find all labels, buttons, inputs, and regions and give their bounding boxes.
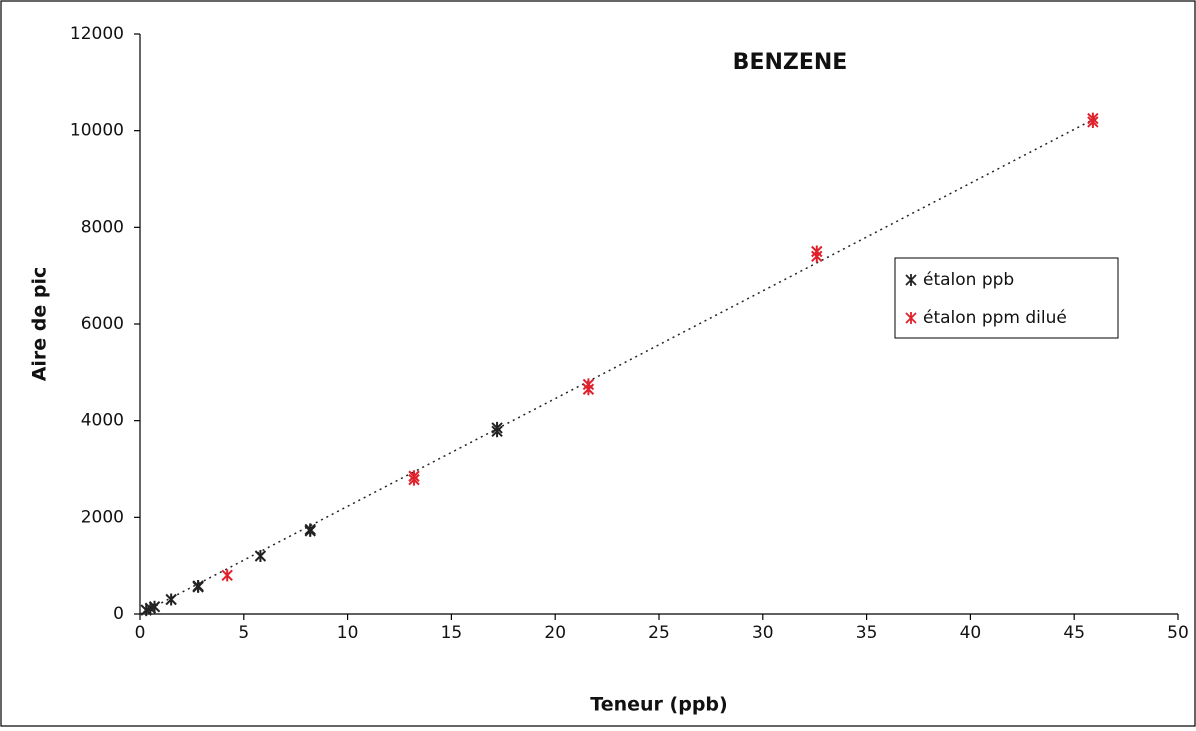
x-tick-label: 10 [337,623,359,643]
x-tick-label: 15 [441,623,463,643]
y-tick-label: 12000 [70,24,124,44]
y-tick-label: 4000 [81,411,124,431]
data-point [408,473,420,486]
legend-label: étalon ppb [923,270,1014,290]
y-tick-label: 6000 [81,314,124,334]
x-tick-label: 45 [1063,623,1085,643]
data-point [165,593,177,606]
data-point [1087,115,1099,128]
x-tick-label: 5 [238,623,249,643]
x-tick-label: 40 [960,623,982,643]
x-tick-label: 0 [135,623,146,643]
y-tick-label: 0 [113,604,124,624]
x-tick-label: 50 [1167,623,1189,643]
y-tick-label: 2000 [81,507,124,527]
data-point [148,600,161,613]
y-axis-label: Aire de pic [29,267,51,382]
data-point [304,524,316,537]
data-point [221,569,233,582]
data-point [811,250,823,263]
data-point [254,550,267,562]
legend-label: étalon ppm dilué [923,308,1067,328]
x-tick-label: 30 [752,623,774,643]
y-tick-label: 8000 [81,217,124,237]
y-tick-label: 10000 [70,121,124,141]
data-point [491,425,503,438]
data-point [192,580,204,593]
x-tick-label: 25 [648,623,670,643]
x-tick-label: 20 [544,623,566,643]
chart-title: BENZENE [733,50,848,75]
legend-box [894,257,1119,339]
x-axis-label: Teneur (ppb) [590,694,727,716]
data-point [582,383,595,396]
legend-marker [905,274,917,286]
legend-marker [905,312,917,324]
x-tick-label: 35 [856,623,878,643]
